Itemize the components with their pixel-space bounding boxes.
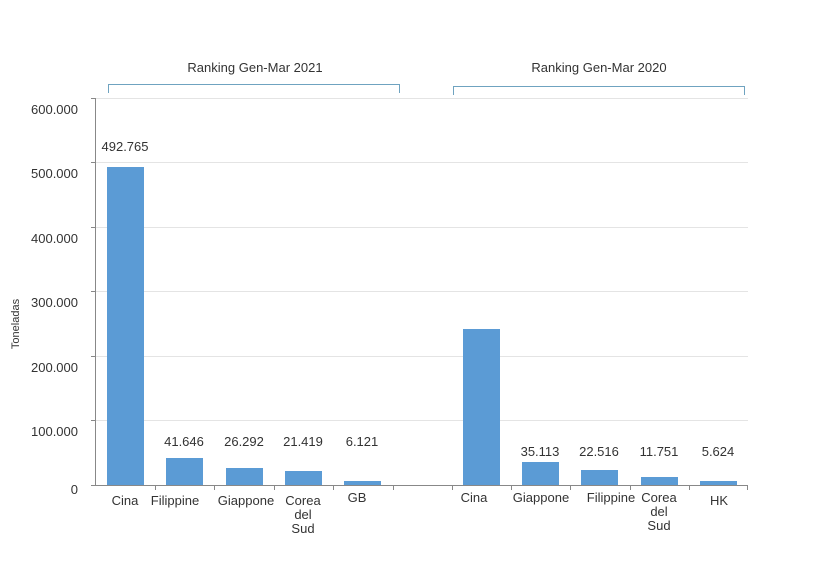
y-tick-label: 300.000	[31, 295, 78, 310]
y-tick-label: 0	[70, 482, 78, 497]
group-bracket-2021	[108, 84, 400, 93]
x-label: GB	[347, 490, 367, 505]
y-tick-label: 500.000	[31, 166, 78, 181]
x-axis	[91, 485, 748, 486]
x-label: Cina	[460, 490, 488, 505]
x-tick	[274, 485, 275, 490]
x-tick	[630, 485, 631, 490]
y-tick	[91, 227, 96, 228]
x-tick	[689, 485, 690, 490]
y-tick	[91, 291, 96, 292]
bar-2021-giappone[interactable]	[226, 468, 263, 485]
y-tick-label: 400.000	[31, 231, 78, 246]
x-tick	[511, 485, 512, 490]
bar-2021-gb[interactable]	[344, 481, 381, 485]
y-tick-label: 200.000	[31, 360, 78, 375]
x-label: Giappone	[217, 493, 275, 508]
x-label: Filippine	[586, 490, 636, 505]
y-tick	[91, 98, 96, 99]
gridline	[95, 227, 748, 228]
bar-2020-filippine[interactable]	[581, 470, 618, 485]
bar-2020-giappone[interactable]	[522, 462, 559, 485]
x-tick	[393, 485, 394, 490]
bar-2020-cina[interactable]	[463, 329, 500, 485]
y-tick	[91, 162, 96, 163]
y-tick	[91, 420, 96, 421]
value-label: 6.121	[345, 434, 379, 449]
x-label: HK	[709, 493, 729, 508]
bar-2021-filippine[interactable]	[166, 458, 203, 485]
bar-2020-hk[interactable]	[700, 481, 737, 485]
gridline	[95, 356, 748, 357]
bar-2021-corea-del-sud[interactable]	[285, 471, 322, 485]
gridline	[95, 420, 748, 421]
group-title-2020: Ranking Gen-Mar 2020	[531, 60, 667, 75]
x-label: Giappone	[512, 490, 570, 505]
y-tick-label: 600.000	[31, 102, 78, 117]
x-tick	[570, 485, 571, 490]
gridline	[95, 98, 748, 99]
y-axis	[95, 98, 96, 486]
x-tick	[452, 485, 453, 490]
group-title-2021: Ranking Gen-Mar 2021	[187, 60, 323, 75]
value-label: 11.751	[639, 444, 679, 459]
gridline	[95, 291, 748, 292]
value-label: 35.113	[520, 444, 560, 459]
bar-2021-cina[interactable]	[107, 167, 144, 485]
value-label: 21.419	[283, 434, 323, 449]
x-label: Filippine	[150, 493, 200, 508]
value-label: 5.624	[701, 444, 735, 459]
x-tick	[333, 485, 334, 490]
x-label: Corea del Sud	[641, 490, 677, 533]
bar-2020-corea-del-sud[interactable]	[641, 477, 678, 485]
value-label: 492.765	[101, 139, 149, 154]
y-tick	[91, 356, 96, 357]
gridline	[95, 162, 748, 163]
group-bracket-2020	[453, 86, 745, 95]
value-label: 26.292	[224, 434, 264, 449]
x-label: Corea del Sud	[285, 493, 321, 536]
value-label: 22.516	[579, 444, 619, 459]
x-label: Cina	[111, 493, 139, 508]
x-tick	[155, 485, 156, 490]
y-tick-label: 100.000	[31, 424, 78, 439]
x-tick	[747, 485, 748, 490]
value-label: 41.646	[164, 434, 204, 449]
x-tick	[214, 485, 215, 490]
